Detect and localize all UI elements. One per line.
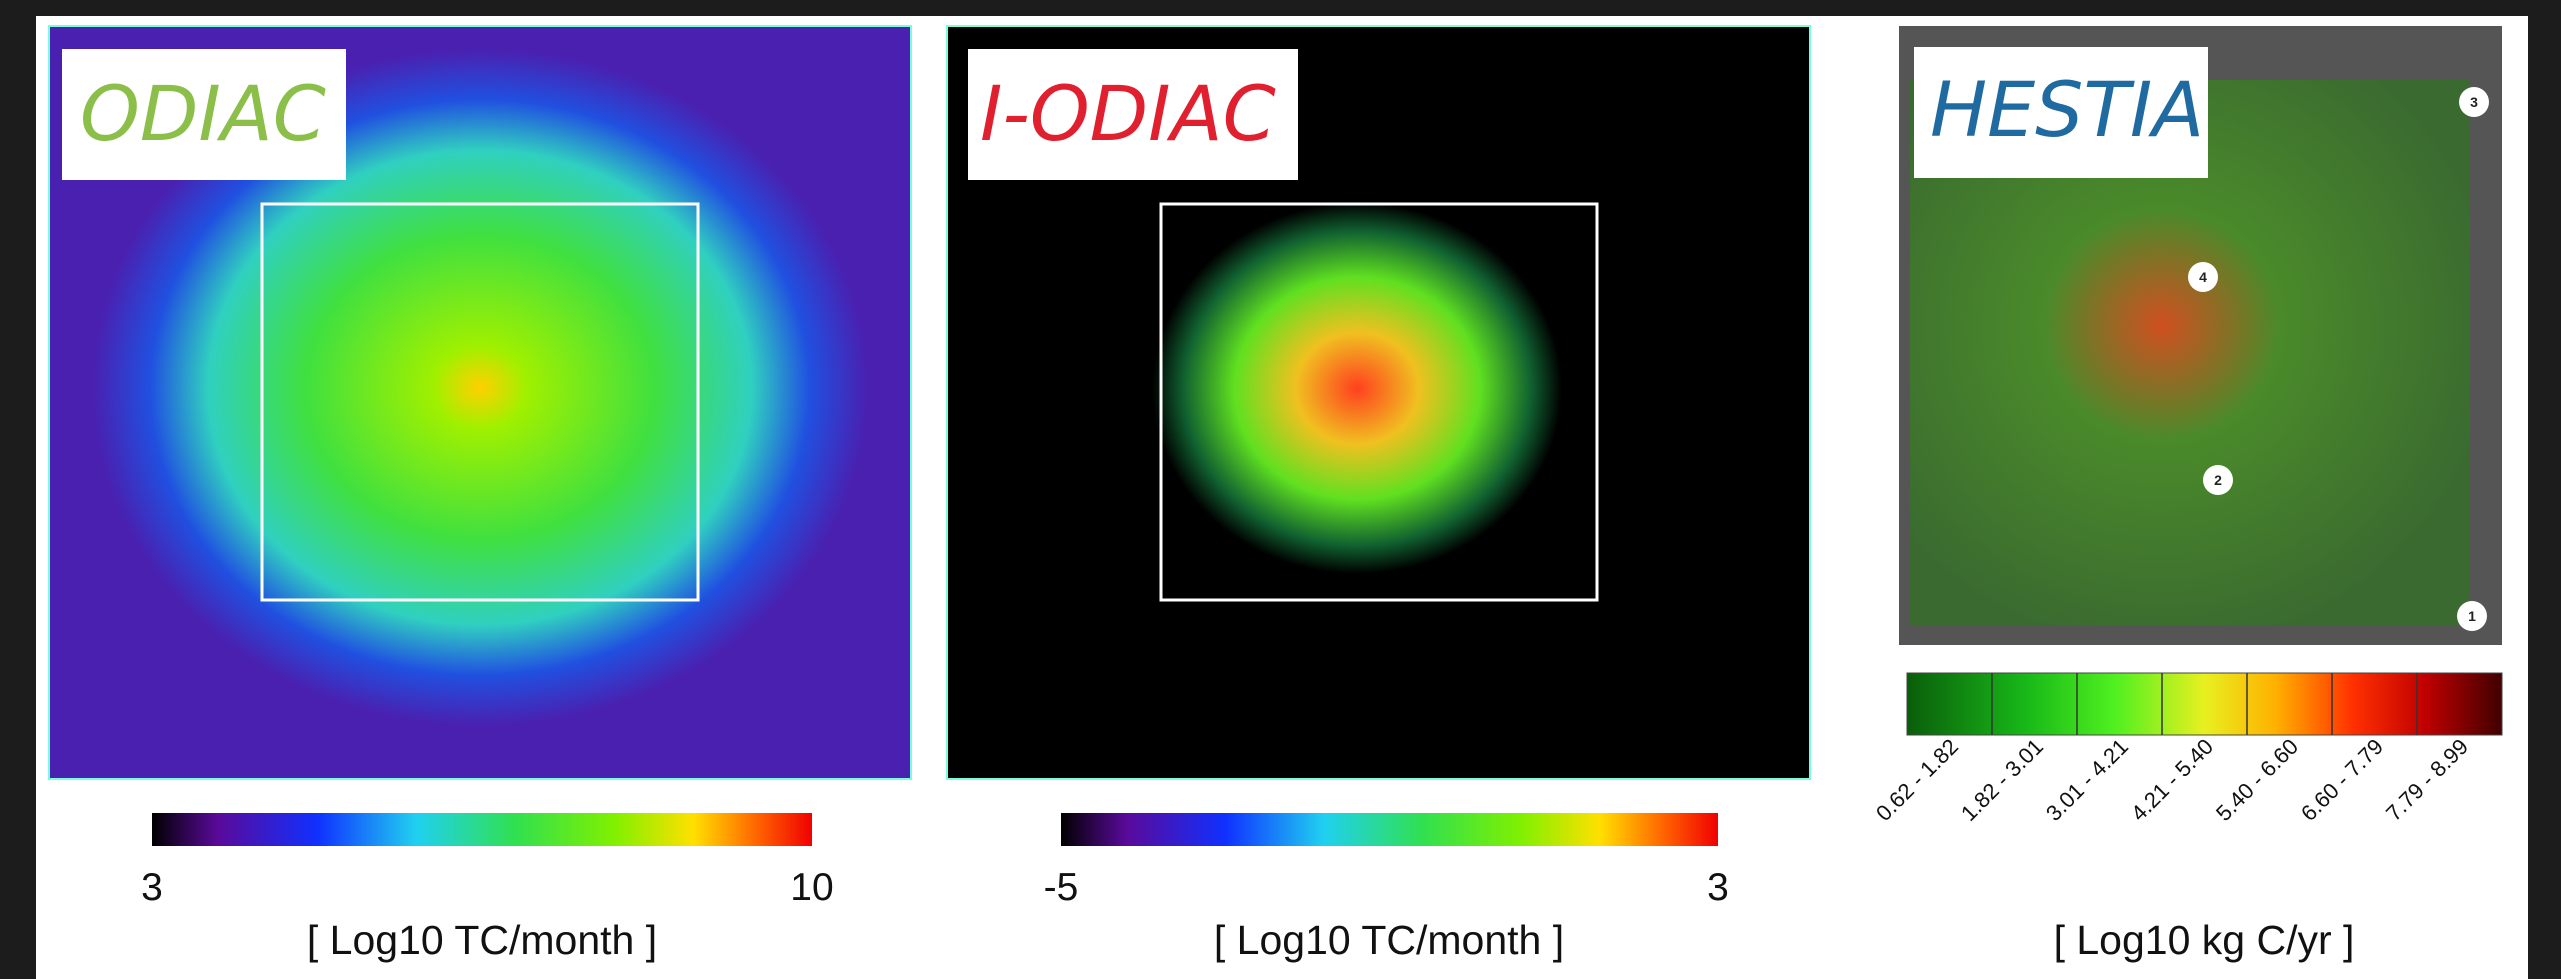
colorbar-tick: 10: [790, 866, 833, 909]
marker-label: 3: [2470, 94, 2478, 110]
panel-label: ODIAC: [80, 69, 326, 158]
colorbar-unit: [ Log10 TC/month ]: [307, 917, 657, 963]
marker-label: 4: [2199, 269, 2207, 285]
page: {"panels": [ {"label": "ODIAC", "colorba…: [0, 0, 2561, 979]
panel-label: HESTIA: [1930, 65, 2204, 154]
iodiac-map: [1050, 110, 1690, 690]
colorbar-tick: 3: [141, 866, 163, 909]
colorbar-tick: -5: [1044, 866, 1079, 909]
panel-label: I-ODIAC: [980, 69, 1276, 158]
colorbar: [152, 813, 812, 846]
marker-label: 1: [2468, 608, 2476, 624]
colorbar-unit: [ Log10 kg C/yr ]: [2054, 917, 2355, 963]
colorbar: [1061, 813, 1718, 846]
figure: ODIAC 3 10 [ Log10 TC/month ] I-ODIAC -5…: [0, 0, 2561, 979]
colorbar-tick: 3: [1707, 866, 1729, 909]
colorbar: [1907, 673, 2502, 735]
colorbar-unit: [ Log10 TC/month ]: [1214, 917, 1564, 963]
marker-label: 2: [2214, 472, 2222, 488]
